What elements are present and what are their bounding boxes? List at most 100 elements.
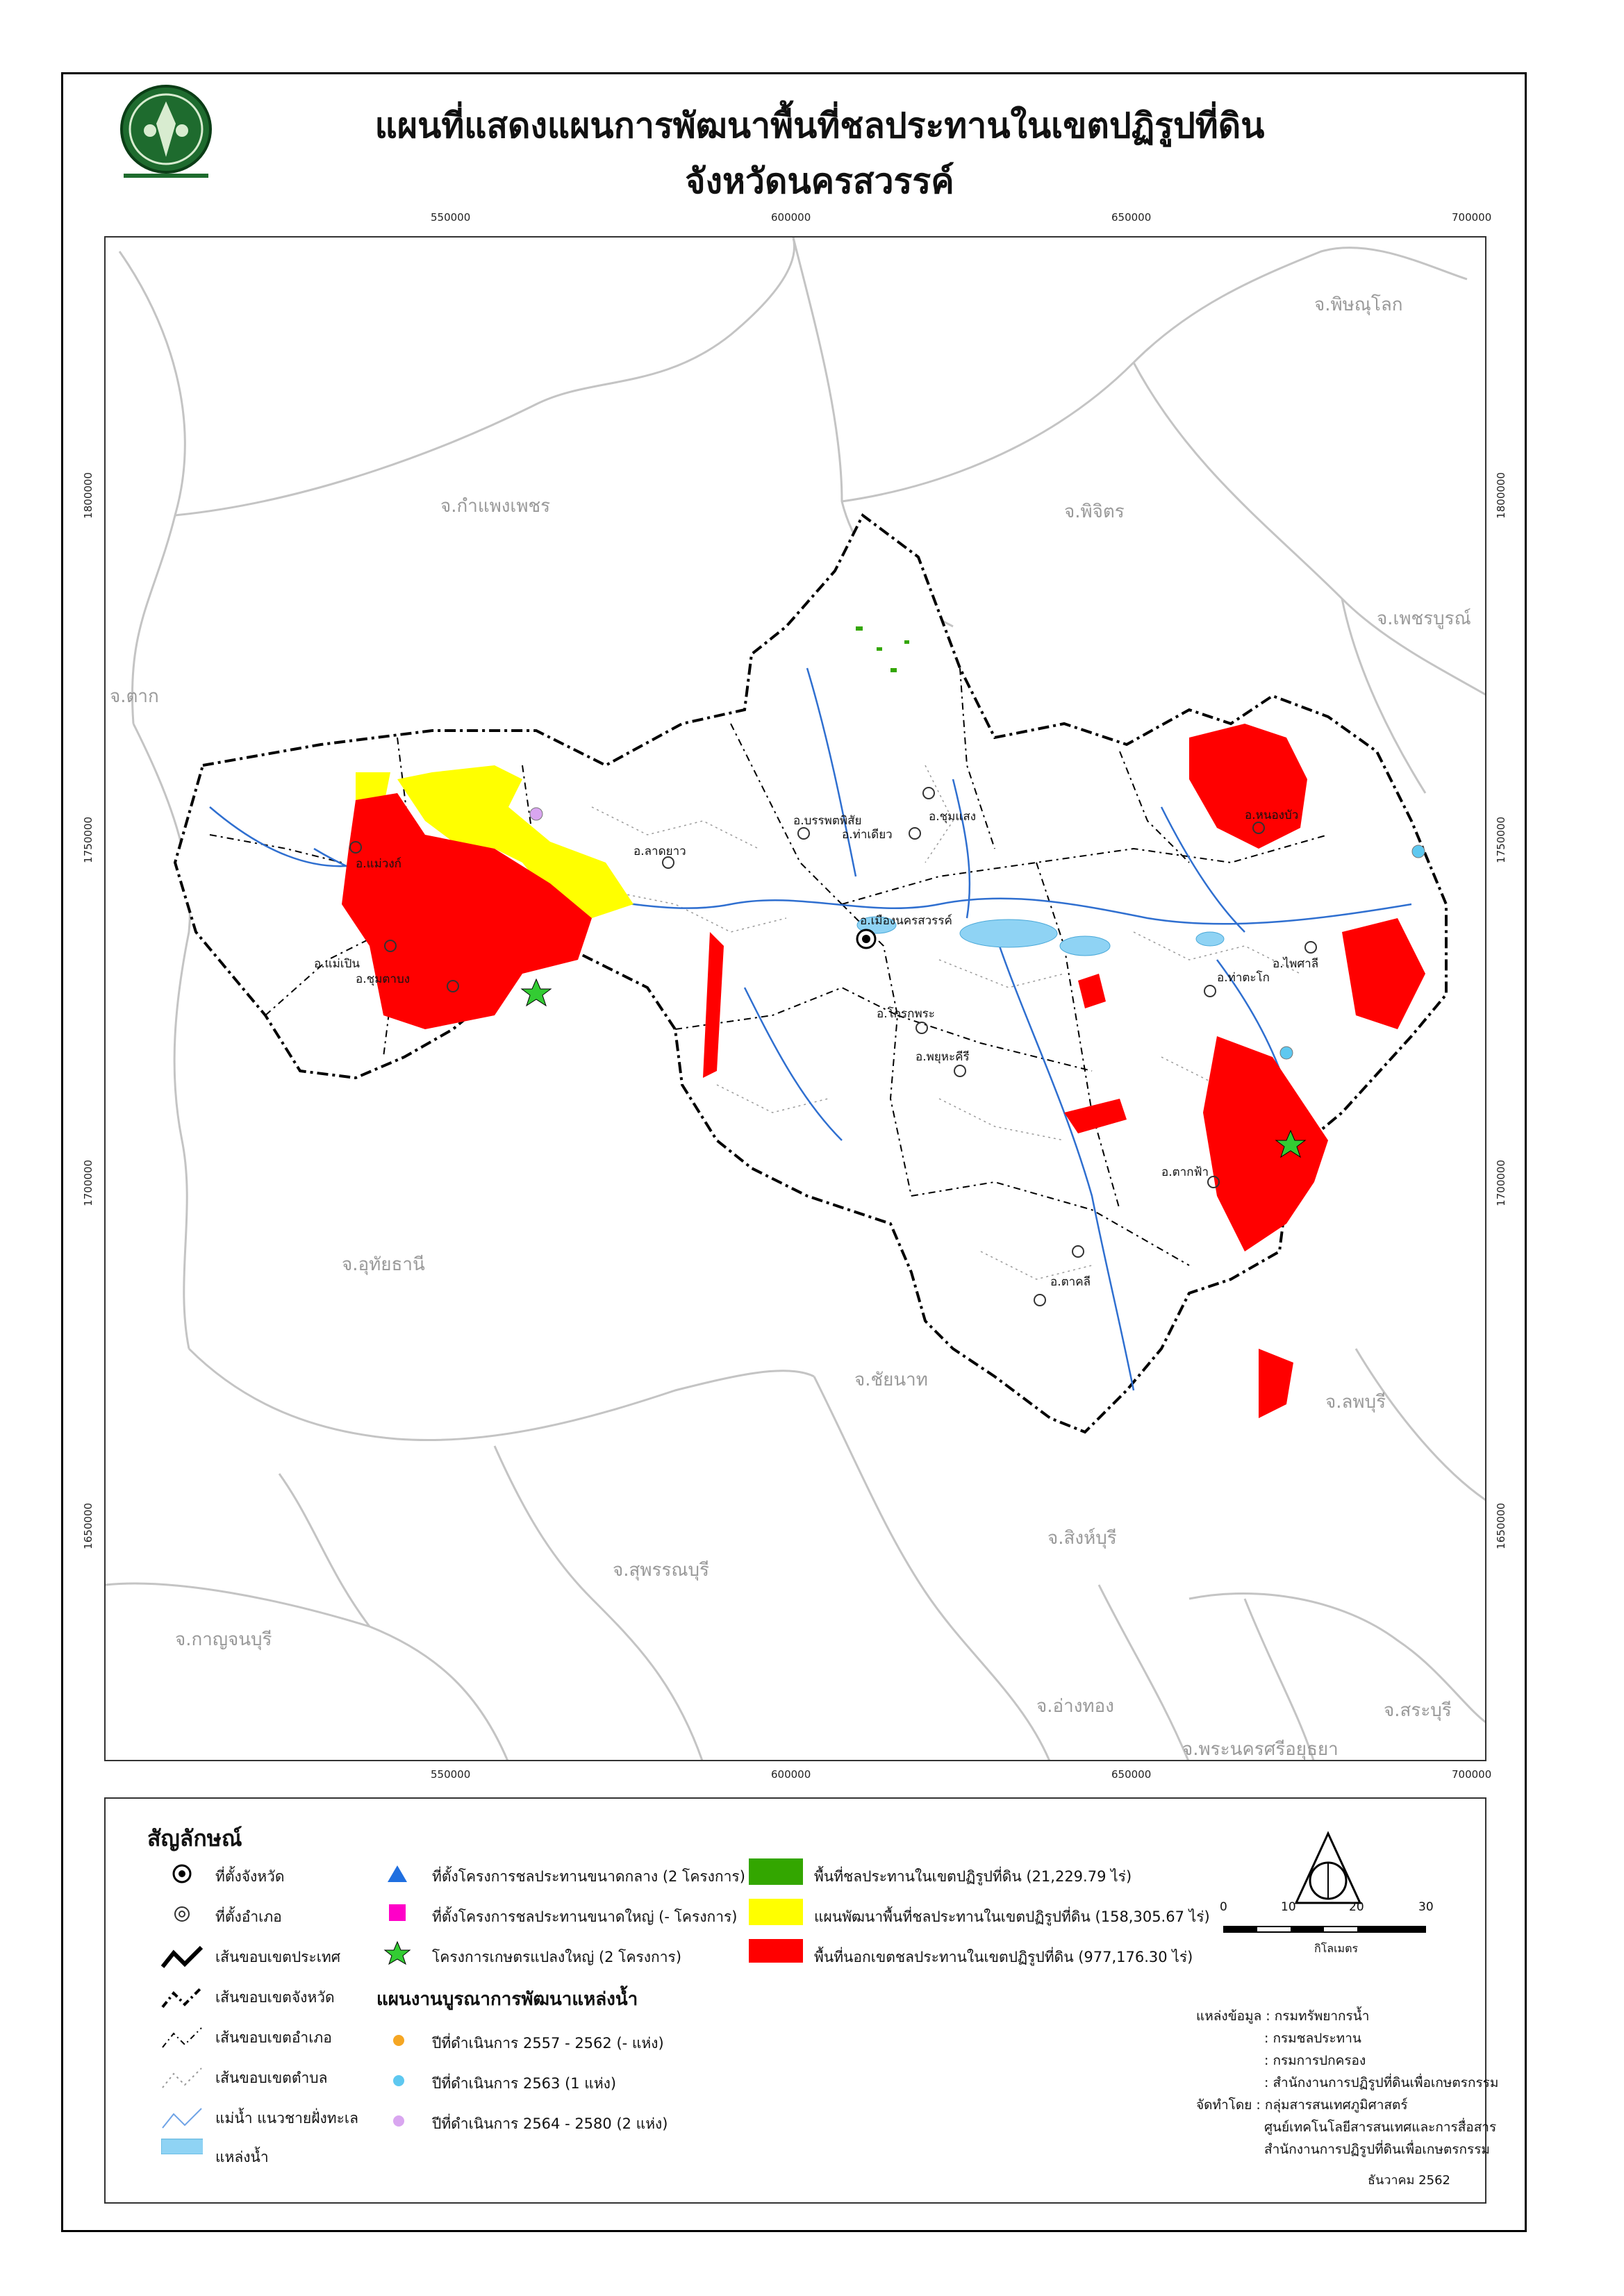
legend-title: สัญลักษณ์ — [147, 1825, 242, 1852]
legend-label: ปีที่ดำเนินการ 2557 - 2562 (- แห่ง) — [432, 2035, 664, 2052]
water-plan-2563-icon — [393, 2075, 404, 2086]
source-line: : สำนักงานการปฏิรูปที่ดินเพื่อเกษตรกรรม — [1264, 2075, 1499, 2090]
district-label: อ.ตาคลี — [1050, 1275, 1091, 1289]
country-boundary-icon — [161, 1945, 203, 1968]
legend-label: โครงการเกษตรแปลงใหญ่ (2 โครงการ) — [432, 1949, 682, 1965]
district-label: อ.เมืองนครสวรรค์ — [860, 914, 952, 928]
district-label: อ.ชุมแสง — [929, 810, 976, 824]
source-line: จัดทำโดย : กลุ่มสารสนเทศภูมิศาสตร์ — [1196, 2097, 1408, 2113]
water-plan-2564-marker[interactable] — [529, 807, 543, 821]
water-plan-2563-marker[interactable] — [1411, 845, 1425, 858]
legend-label: เส้นขอบเขตตำบล — [215, 2070, 328, 2086]
y-tick-left: 1750000 — [82, 817, 94, 863]
x-tick-bottom: 550000 — [431, 1768, 471, 1781]
district-seat-markers[interactable] — [349, 787, 1317, 1306]
district-label: อ.พยุหะคีรี — [915, 1050, 970, 1064]
legend-label: แม่น้ำ แนวชายฝั่งทะเล — [215, 2110, 358, 2127]
district-label: อ.ชุมตาบง — [356, 972, 411, 986]
water-plan-marker[interactable] — [1279, 1046, 1293, 1060]
legend-label: ที่ตั้งอำเภอ — [215, 1908, 282, 1925]
subdistrict-boundary-icon — [162, 2068, 202, 2088]
province-label: จ.พิจิตร — [1064, 501, 1125, 522]
province-label: จ.กาญจนบุรี — [175, 1629, 272, 1650]
large-project-icon — [389, 1904, 406, 1921]
north-arrow-icon — [1294, 1831, 1362, 1904]
legend-label: เส้นขอบเขตประเทศ — [215, 1949, 341, 1965]
province-boundary-icon — [161, 1986, 203, 2008]
scale-tick: 0 — [1220, 1900, 1227, 1914]
water-plan-2564-icon — [393, 2115, 404, 2127]
legend-label: พื้นที่ชลประทานในเขตปฏิรูปที่ดิน (21,229… — [814, 1868, 1132, 1885]
district-label: อ.บรรพตพิสัย — [793, 814, 862, 828]
large-farm-marker[interactable] — [520, 978, 552, 1007]
province-label: จ.กำแพงเพชร — [440, 496, 551, 517]
district-label: อ.แม่เปิน — [314, 957, 360, 971]
district-label: อ.ไพศาลี — [1273, 957, 1319, 971]
scale-unit: กิโลเมตร — [1314, 1942, 1359, 1955]
y-tick-left: 1650000 — [82, 1503, 94, 1549]
map-title: แผนที่แสดงแผนการพัฒนาพื้นที่ชลประทานในเข… — [374, 106, 1265, 146]
district-boundary-icon — [162, 2027, 202, 2048]
legend-col1-symbols — [161, 1864, 203, 2154]
province-label: จ.สุพรรณบุรี — [613, 1560, 710, 1581]
province-label: จ.ลพบุรี — [1325, 1392, 1386, 1413]
large-farm-marker[interactable] — [1275, 1129, 1307, 1158]
large-farm-icon — [383, 1940, 411, 1965]
source-line: : กรมชลประทาน — [1264, 2031, 1361, 2046]
legend-label: ที่ตั้งโครงการชลประทานขนาดใหญ่ (- โครงกา… — [432, 1908, 738, 1925]
district-label: อ.โกรกพระ — [877, 1007, 935, 1021]
water-plan-title: แผนงานบูรณาการพัฒนาแหล่งน้ำ — [376, 1989, 638, 2010]
legend-col3-symbols — [749, 1858, 803, 1963]
legend-label: พื้นที่นอกเขตชลประทานในเขตปฏิรูปที่ดิน (… — [814, 1949, 1193, 1965]
legend-label: ที่ตั้งจังหวัด — [215, 1868, 285, 1885]
x-tick-top: 600000 — [771, 211, 811, 224]
district-label: อ.ตากฟ้า — [1161, 1165, 1209, 1179]
page-frame — [61, 72, 1527, 2232]
x-tick-bottom: 700000 — [1452, 1768, 1492, 1781]
source-line: แหล่งข้อมูล : กรมทรัพยากรน้ำ — [1196, 2008, 1370, 2024]
legend-col2-symbols — [383, 1865, 411, 1965]
x-tick-top: 550000 — [431, 211, 471, 224]
legend-label: แหล่งน้ำ — [215, 2149, 269, 2165]
province-boundaries — [106, 238, 1485, 1760]
map-canvas[interactable]: จ.พิษณุโลก จ.กำแพงเพชร จ.พิจิตร จ.เพชรบู… — [104, 236, 1486, 1761]
planned-irrigation-swatch — [749, 1899, 803, 1925]
medium-project-icon — [388, 1865, 407, 1882]
scale-bar — [1223, 1926, 1426, 1933]
scale-tick: 10 — [1281, 1900, 1296, 1914]
district-label: อ.แม่วงก์ — [356, 857, 401, 871]
province-label: จ.อ่างทอง — [1036, 1696, 1114, 1717]
x-tick-top: 650000 — [1111, 211, 1152, 224]
alro-seal-logo — [120, 85, 212, 178]
non-irrigated-swatch — [749, 1939, 803, 1963]
y-tick-left: 1700000 — [82, 1160, 94, 1206]
non-irrigated-areas — [342, 724, 1425, 1418]
district-label: อ.ลาดยาว — [633, 845, 686, 858]
legend-label: ที่ตั้งโครงการชลประทานขนาดกลาง (2 โครงกา… — [432, 1868, 745, 1885]
scale-tick: 20 — [1349, 1900, 1364, 1914]
province-label: จ.อุทัยธานี — [342, 1254, 425, 1275]
source-line: : กรมการปกครอง — [1264, 2053, 1366, 2068]
scale-tick: 30 — [1418, 1900, 1434, 1914]
x-tick-top: 700000 — [1452, 211, 1492, 224]
district-label: อ.ท่าตะโก — [1217, 971, 1270, 985]
y-tick-right: 1700000 — [1495, 1160, 1507, 1206]
legend-label: เส้นขอบเขตอำเภอ — [215, 2029, 332, 2046]
legend-panel: สัญลักษณ์ ที่ตั้งจังหวัด ที่ตั้งอำเภอ เส… — [104, 1797, 1498, 2204]
x-tick-bottom: 600000 — [771, 1768, 811, 1781]
province-label: จ.พิษณุโลก — [1314, 294, 1403, 315]
province-label: จ.พระนครศรีอยุธยา — [1182, 1739, 1339, 1760]
province-label: จ.เพชรบูรณ์ — [1377, 608, 1471, 629]
irrigated-area-swatch — [749, 1858, 803, 1885]
x-tick-bottom: 650000 — [1111, 1768, 1152, 1781]
irrigated-areas — [856, 626, 909, 672]
province-label: จ.สิงห์บุรี — [1047, 1528, 1117, 1549]
map-subtitle: จังหวัดนครสวรรค์ — [685, 161, 954, 201]
legend-label: เส้นขอบเขตจังหวัด — [215, 1989, 335, 2006]
waterbody-icon — [161, 2138, 203, 2154]
province-seat-dot — [862, 935, 870, 943]
province-label: จ.สระบุรี — [1384, 1700, 1452, 1721]
legend-water-plan-symbols — [393, 2035, 404, 2127]
map-date: ธันวาคม 2562 — [1368, 2173, 1450, 2188]
source-line: สำนักงานการปฏิรูปที่ดินเพื่อเกษตรกรรม — [1264, 2142, 1490, 2157]
